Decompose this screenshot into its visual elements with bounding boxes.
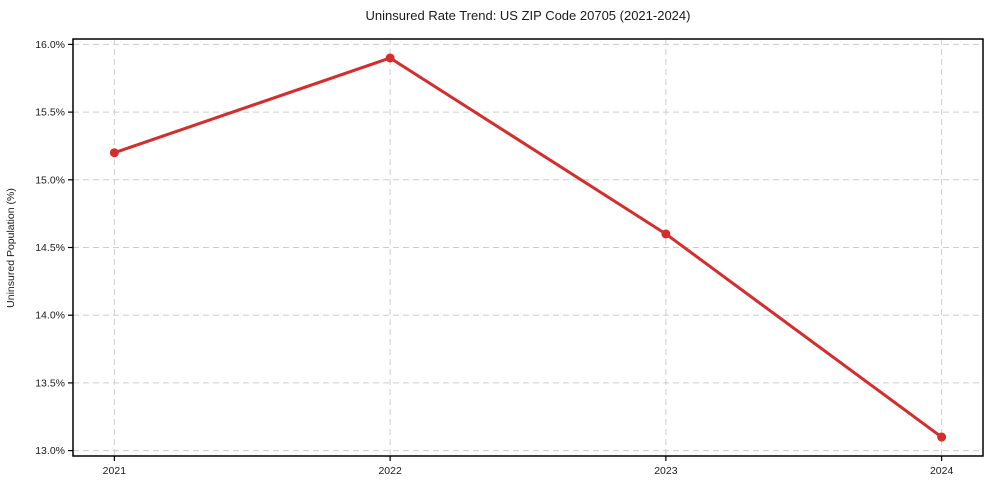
- data-point-2024: [937, 432, 947, 442]
- trend-line: [112, 56, 944, 439]
- series-layer: [109, 53, 947, 442]
- data-point-2022: [385, 53, 395, 63]
- data-point-2023: [661, 229, 671, 239]
- chart-title: Uninsured Rate Trend: US ZIP Code 20705 …: [366, 8, 691, 23]
- y-axis-label: Uninsured Population (%): [5, 188, 17, 308]
- y-tick-label: 14.0%: [35, 310, 65, 322]
- x-tick-label: 2021: [103, 465, 127, 477]
- x-tick-label: 2023: [654, 465, 678, 477]
- y-tick-label: 15.5%: [35, 107, 65, 119]
- x-tick-label: 2022: [378, 465, 402, 477]
- y-tick-label: 16.0%: [35, 39, 65, 51]
- y-tick-label: 13.0%: [35, 445, 65, 457]
- y-tick-label: 15.0%: [35, 174, 65, 186]
- data-point-2021: [109, 148, 119, 158]
- y-tick-label: 14.5%: [35, 242, 65, 254]
- x-tick-label: 2024: [930, 465, 954, 477]
- grid-layer: [73, 39, 983, 456]
- y-tick-label: 13.5%: [35, 377, 65, 389]
- ticks-layer: 13.0% 13.5% 14.0% 14.5% 15.0% 15.5% 16.0% 2021 2…: [35, 39, 953, 477]
